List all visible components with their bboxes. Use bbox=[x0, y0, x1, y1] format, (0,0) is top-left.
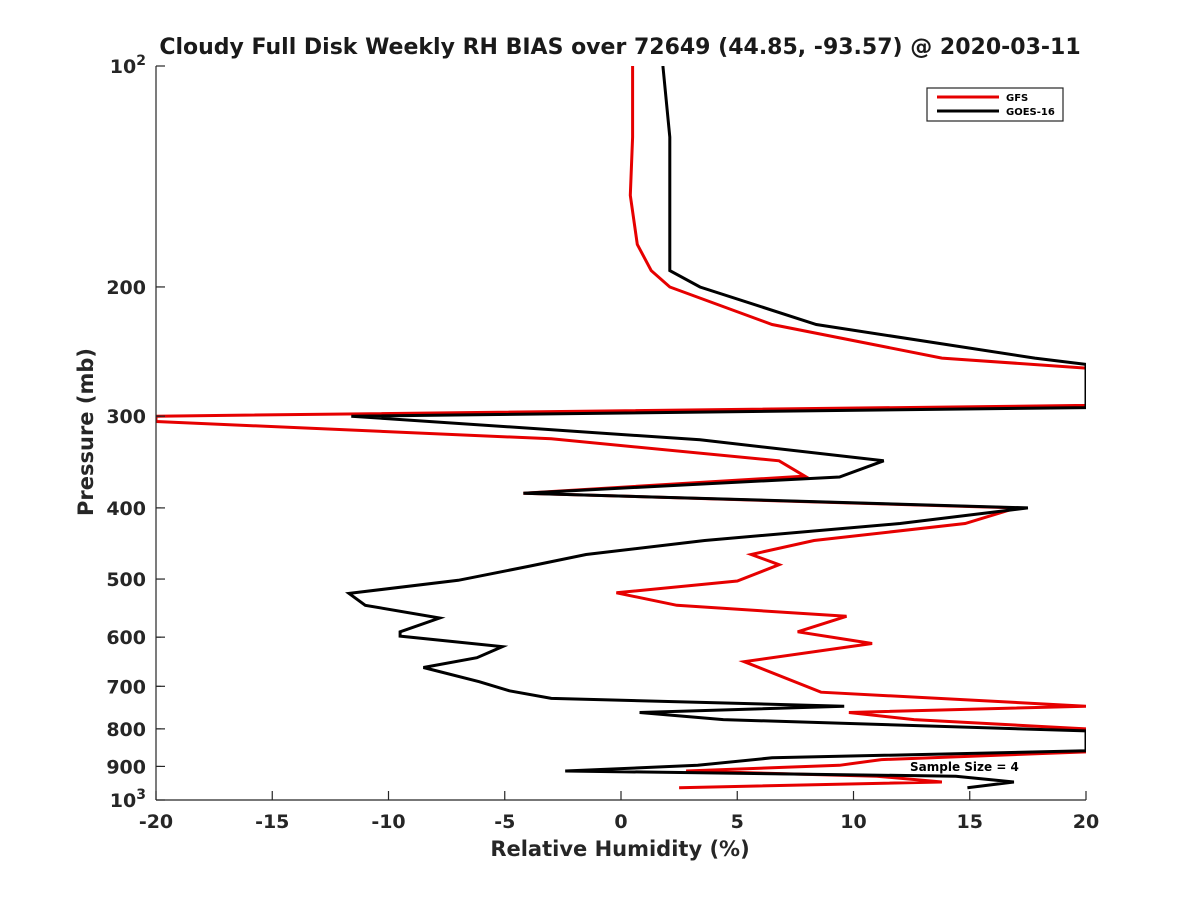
x-tick-label: -10 bbox=[371, 811, 405, 833]
y-tick-label: 700 bbox=[106, 676, 146, 698]
x-tick-label: 0 bbox=[614, 811, 627, 833]
x-tick-label: -15 bbox=[255, 811, 289, 833]
x-tick-label: 5 bbox=[731, 811, 744, 833]
x-axis-label: Relative Humidity (%) bbox=[490, 837, 749, 861]
y-tick-exponent: 2 bbox=[136, 53, 146, 69]
y-tick-label: 103 bbox=[110, 787, 146, 812]
x-tick-label: -5 bbox=[494, 811, 515, 833]
y-tick-label: 300 bbox=[106, 406, 146, 428]
series-line-goes-16 bbox=[345, 66, 1086, 790]
y-tick-label: 102 bbox=[110, 53, 146, 78]
x-tick-label: -20 bbox=[139, 811, 173, 833]
y-tick-label: 500 bbox=[106, 569, 146, 591]
y-tick-label: 900 bbox=[106, 756, 146, 778]
x-tick-label: 10 bbox=[840, 811, 866, 833]
series-line-gfs bbox=[156, 66, 1086, 790]
y-tick-base: 10 bbox=[110, 790, 136, 812]
legend-box bbox=[926, 87, 1064, 122]
legend-label-gfs: GFS bbox=[1006, 93, 1028, 104]
y-tick-base: 10 bbox=[110, 56, 136, 78]
y-tick-label: 600 bbox=[106, 627, 146, 649]
y-axis-label: Pressure (mb) bbox=[74, 348, 98, 516]
y-tick-label: 200 bbox=[106, 277, 146, 299]
sample-size-annotation: Sample Size = 4 bbox=[910, 760, 1019, 774]
y-tick-exponent: 3 bbox=[136, 787, 146, 803]
y-tick-label: 800 bbox=[106, 719, 146, 741]
x-tick-label: 20 bbox=[1073, 811, 1099, 833]
x-tick-label: 15 bbox=[957, 811, 983, 833]
y-tick-label: 400 bbox=[106, 498, 146, 520]
legend-label-goes-16: GOES-16 bbox=[1006, 107, 1055, 118]
chart-title: Cloudy Full Disk Weekly RH BIAS over 726… bbox=[159, 35, 1080, 60]
